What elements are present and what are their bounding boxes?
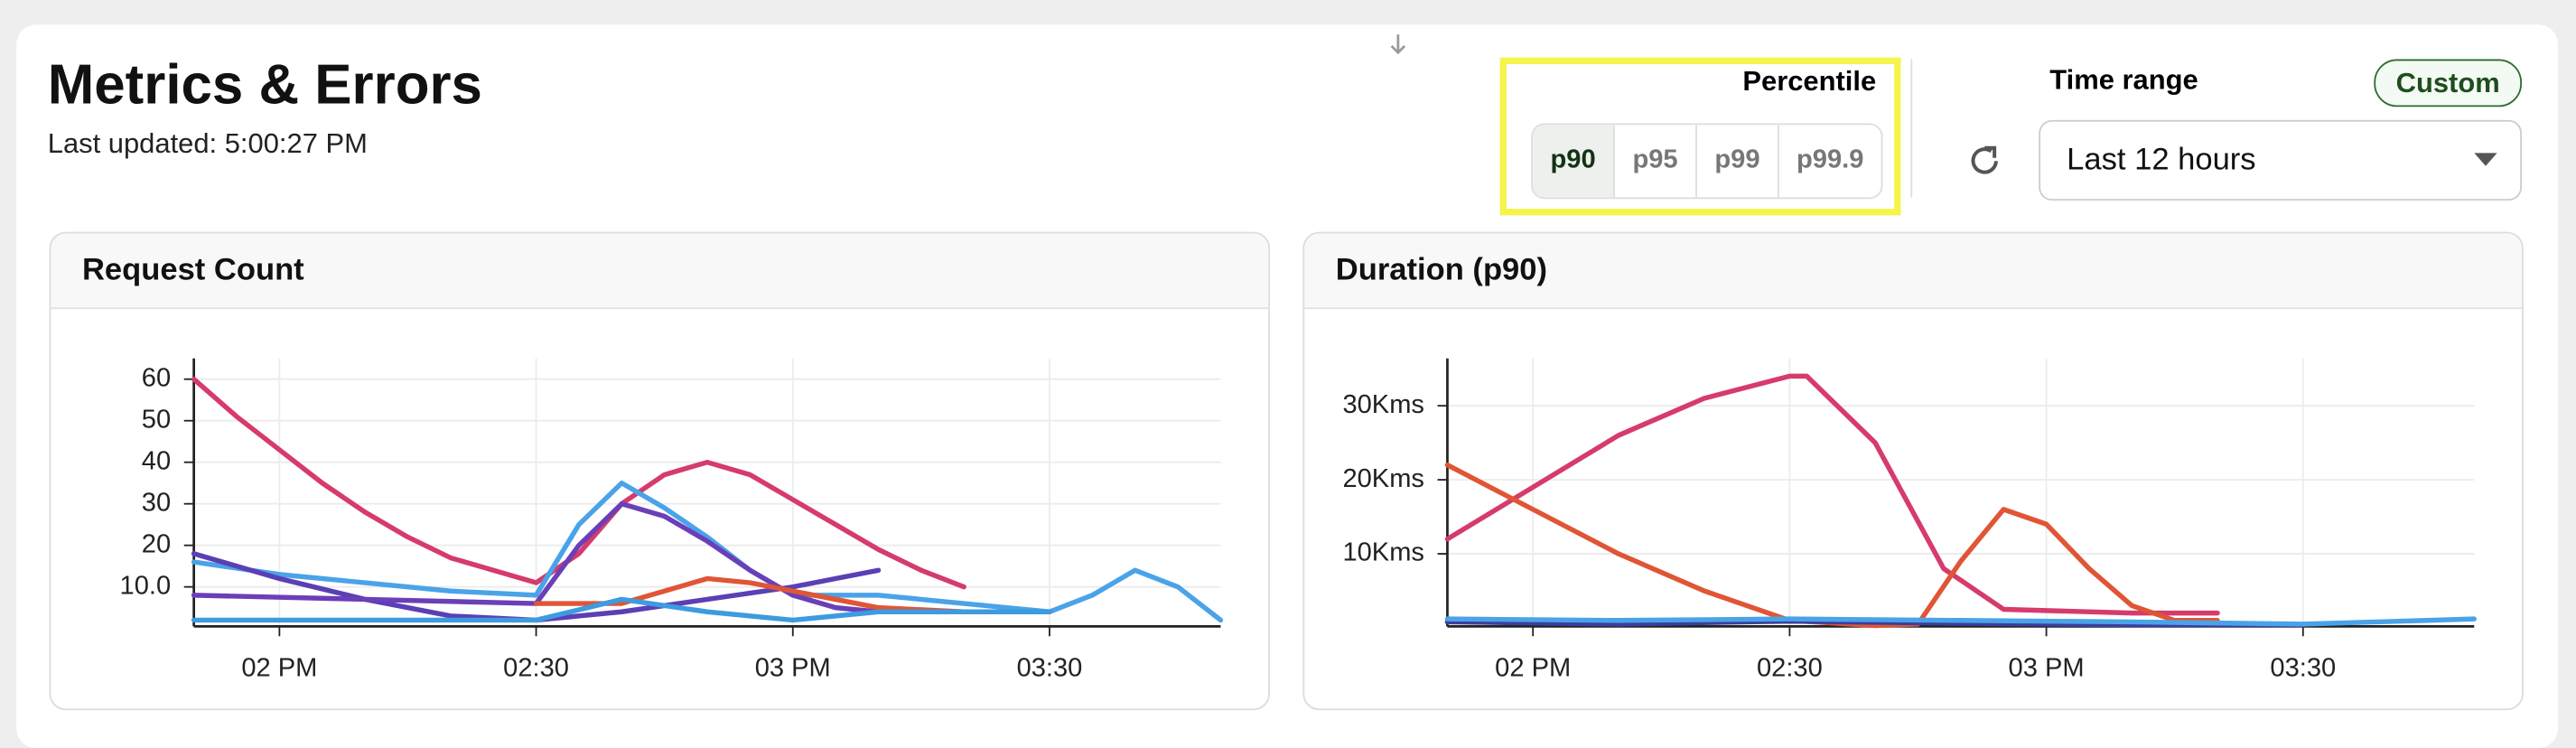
percentile-option[interactable]: p90	[1533, 125, 1615, 198]
chart-title: Request Count	[51, 233, 1269, 310]
select-value: Last 12 hours	[2067, 143, 2256, 178]
divider	[1910, 59, 1913, 198]
custom-badge[interactable]: Custom	[2374, 59, 2523, 108]
percentile-control: p90 p95 p99 p99.9	[1531, 123, 1883, 200]
x-tick-label: 02:30	[503, 653, 569, 682]
x-tick-label: 02 PM	[1495, 653, 1571, 682]
series-line	[1444, 462, 2220, 629]
x-tick-label: 03:30	[2270, 653, 2336, 682]
x-tick-label: 03 PM	[2009, 653, 2085, 682]
time-range-label: Time range	[2049, 63, 2198, 96]
percentile-label: Percentile	[1742, 65, 1877, 98]
y-tick-label: 60	[142, 363, 171, 392]
y-tick-label: 10Kms	[1342, 538, 1424, 567]
y-tick-label: 10.0	[120, 571, 172, 600]
x-tick-label: 03 PM	[755, 653, 831, 682]
series-line	[1444, 373, 2220, 616]
percentile-option[interactable]: p99.9	[1797, 145, 1864, 174]
y-tick-label: 30	[142, 488, 171, 517]
x-tick-label: 02:30	[1757, 653, 1823, 682]
refresh-button[interactable]	[1964, 140, 2006, 182]
y-tick-label: 30Kms	[1342, 390, 1424, 419]
y-tick-label: 40	[142, 446, 171, 475]
y-tick-label: 20	[142, 529, 171, 558]
chart-panel: Duration (p90) 02 PM 02:30 03 PM 03:30 10Kms…	[1302, 231, 2524, 711]
time-range-select[interactable]: Last 12 hours	[2039, 119, 2523, 201]
app: Metrics & Errors Last updated: 5:00:27 P…	[16, 24, 2559, 748]
highlight-box	[1499, 57, 1901, 216]
chart-title: Duration (p90)	[1304, 233, 2523, 310]
chart: 02 PM 02:30 03 PM 03:30 10.0 20 30 40 50 60	[120, 358, 1224, 682]
caret	[2474, 153, 2497, 166]
series-line	[1444, 616, 2477, 627]
series-line	[1444, 618, 2306, 628]
y-tick-label: 20Kms	[1342, 464, 1424, 493]
y-tick-label: 50	[142, 405, 171, 434]
series-line	[191, 596, 1052, 623]
x-tick-label: 02 PM	[241, 653, 317, 682]
percentile-option[interactable]: p95	[1615, 125, 1697, 198]
chart: 02 PM 02:30 03 PM 03:30 10Kms 20Kms 30Kms	[1342, 358, 2477, 682]
last-updated: Last updated: 5:00:27 PM	[47, 127, 368, 160]
download-icon[interactable]	[1384, 30, 1414, 62]
x-tick-label: 03:30	[1017, 653, 1083, 682]
chart-panel: Request Count 02 PM 02:30 03 PM 03:30 10.0 20…	[49, 231, 1271, 711]
series-line	[191, 376, 966, 590]
page-title: Metrics & Errors	[47, 54, 482, 117]
series-line	[191, 500, 1052, 614]
percentile-option[interactable]: p99	[1697, 125, 1779, 198]
